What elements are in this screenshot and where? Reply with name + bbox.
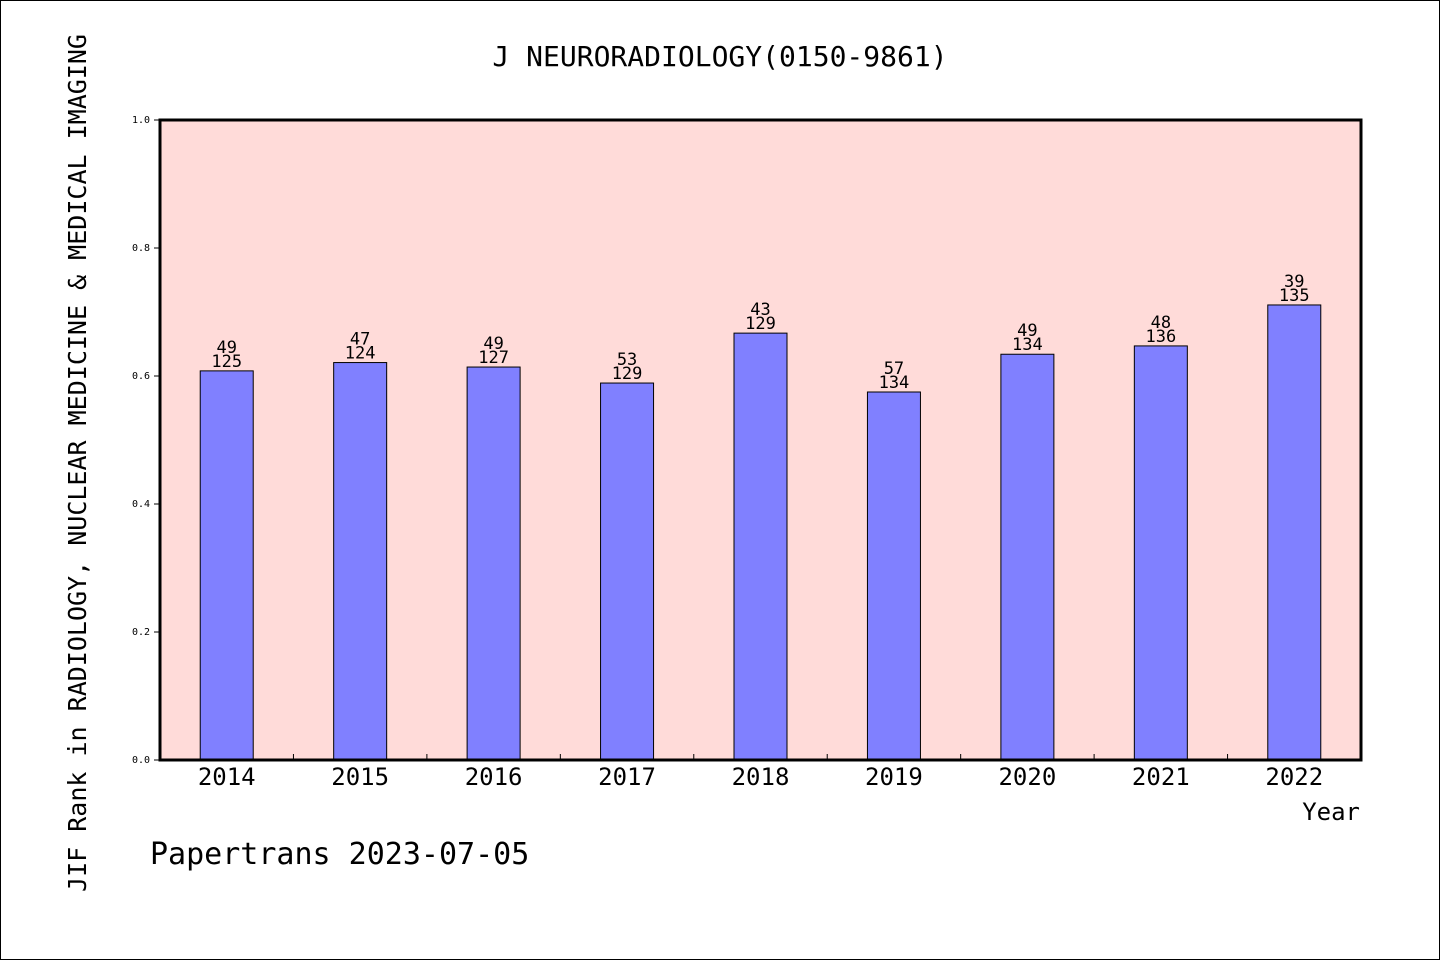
x-tick-label-2015: 2015 bbox=[331, 763, 389, 791]
y-tick-label-1: 0.2 bbox=[132, 627, 150, 638]
y-tick-label-5: 1.0 bbox=[132, 115, 150, 126]
data-label-total-2016: 127 bbox=[478, 348, 509, 368]
bar-2016 bbox=[466, 366, 521, 761]
bar-2022 bbox=[1267, 304, 1322, 761]
data-label-total-2019: 134 bbox=[879, 373, 910, 393]
plot-border bbox=[158, 118, 1363, 762]
data-label-total-2020: 134 bbox=[1012, 335, 1043, 355]
x-tick-label-2021: 2021 bbox=[1132, 763, 1190, 791]
x-tick-label-2017: 2017 bbox=[598, 763, 656, 791]
bar-2020 bbox=[1000, 353, 1055, 761]
data-label-total-2015: 124 bbox=[345, 344, 376, 364]
y-axis: 0.0 0.2 0.4 0.6 0.8 1.0 bbox=[132, 115, 160, 766]
y-tick-label-4: 0.8 bbox=[132, 243, 150, 254]
data-label-total-2022: 135 bbox=[1279, 286, 1310, 306]
data-label-rank-2019: 57 bbox=[884, 359, 904, 379]
x-tick-label-2022: 2022 bbox=[1265, 763, 1323, 791]
x-tick-label-2019: 2019 bbox=[865, 763, 923, 791]
data-label-rank-2015: 47 bbox=[350, 330, 370, 350]
bar-2014 bbox=[199, 370, 254, 761]
data-label-rank-2018: 43 bbox=[750, 300, 770, 320]
y-tick-label-3: 0.6 bbox=[132, 371, 150, 382]
bar-2018 bbox=[733, 332, 788, 761]
x-axis-label: Year bbox=[1302, 798, 1360, 826]
data-label-rank-2022: 39 bbox=[1284, 272, 1304, 292]
bar-2017 bbox=[600, 382, 655, 761]
data-label-total-2021: 136 bbox=[1145, 327, 1176, 347]
x-tick-label-2016: 2016 bbox=[465, 763, 523, 791]
data-label-rank-2014: 49 bbox=[216, 338, 236, 358]
data-label-total-2018: 129 bbox=[745, 314, 776, 334]
data-label-rank-2020: 49 bbox=[1017, 321, 1037, 341]
x-axis: 2014 2015 2016 2017 2018 2019 2020 2021 2022 bbox=[198, 754, 1323, 791]
y-axis-label: JIF Rank in RADIOLOGY, NUCLEAR MEDICINE … bbox=[63, 34, 92, 892]
x-tick-label-2020: 2020 bbox=[998, 763, 1056, 791]
data-label-rank-2016: 49 bbox=[483, 334, 503, 354]
data-label-rank-2021: 48 bbox=[1151, 313, 1171, 333]
data-label-rank-2017: 53 bbox=[617, 350, 637, 370]
bar-2019 bbox=[866, 391, 921, 761]
y-tick-label-2: 0.4 bbox=[132, 499, 150, 510]
bar-2015 bbox=[333, 362, 388, 761]
x-tick-label-2014: 2014 bbox=[198, 763, 256, 791]
credit-text: Papertrans 2023-07-05 bbox=[150, 837, 529, 872]
y-tick-label-0: 0.0 bbox=[132, 755, 150, 766]
chart-title: J NEURORADIOLOGY(0150-9861) bbox=[492, 40, 947, 73]
data-label-total-2014: 125 bbox=[211, 352, 242, 372]
bar-group bbox=[199, 304, 1322, 761]
data-label-total-2017: 129 bbox=[612, 364, 643, 384]
bar-2021 bbox=[1133, 345, 1188, 761]
x-tick-label-2018: 2018 bbox=[732, 763, 790, 791]
